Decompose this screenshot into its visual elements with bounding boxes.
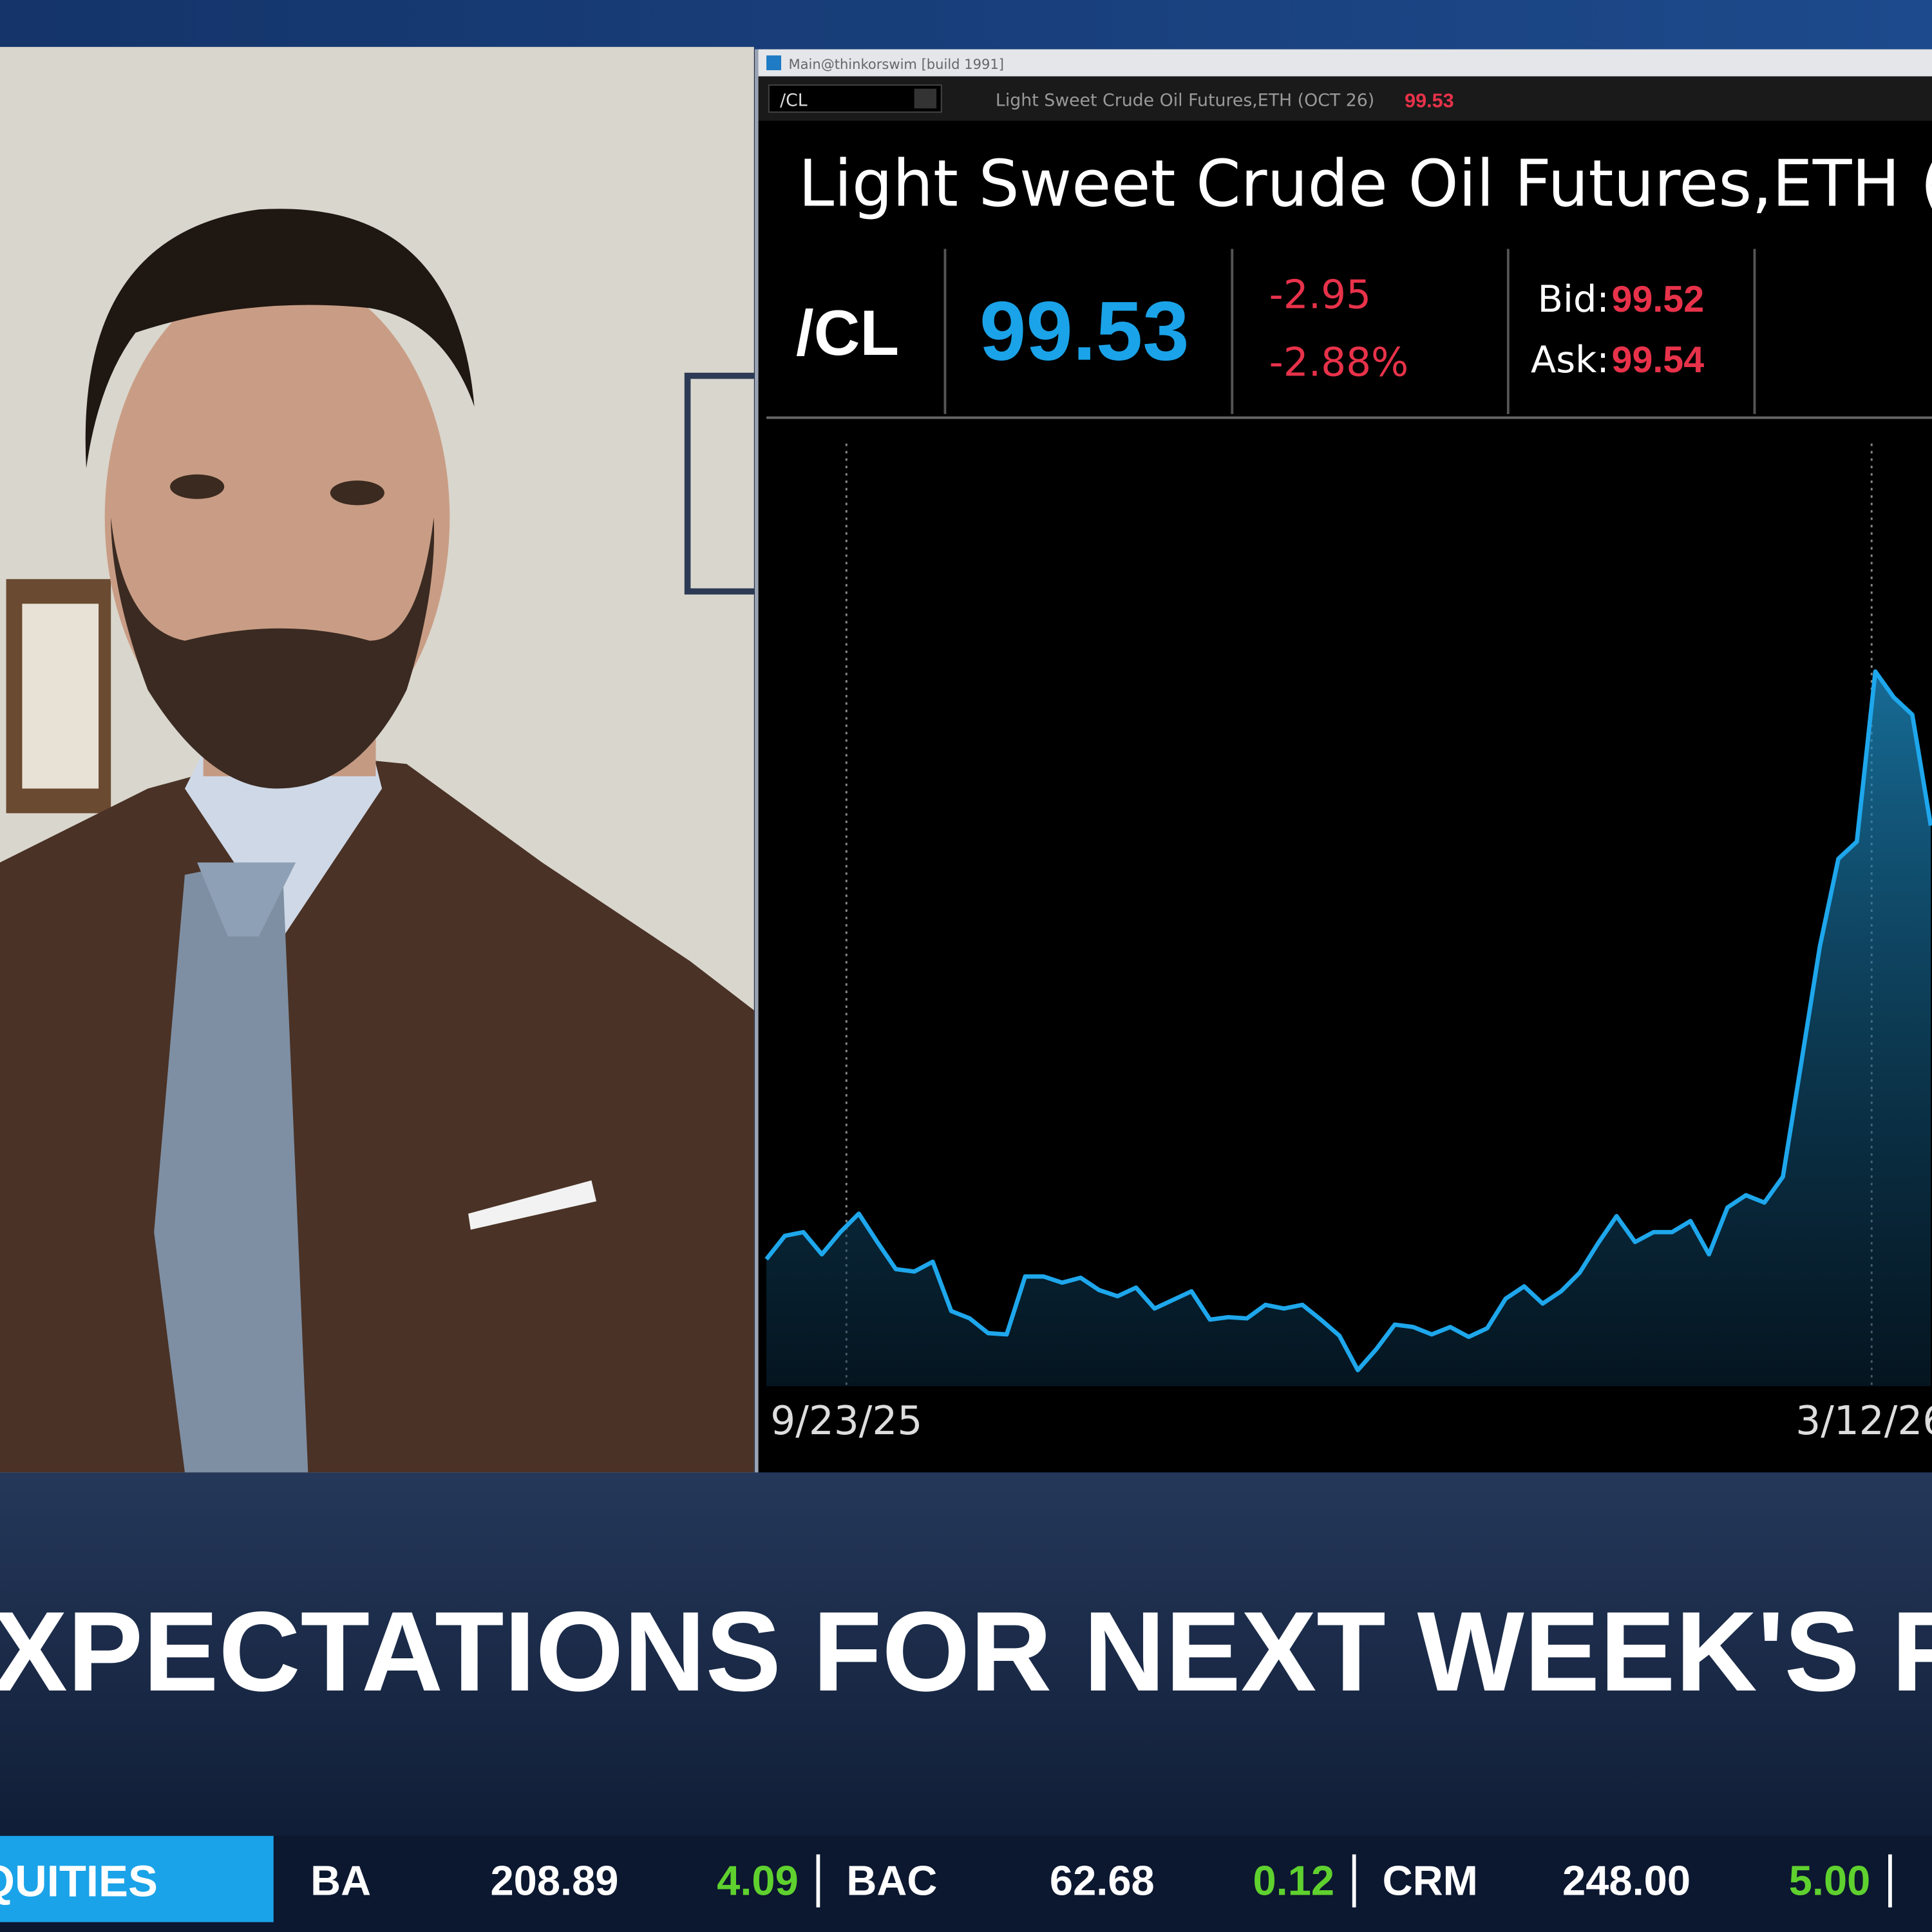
ticker-price: 208.89 (491, 1857, 619, 1904)
ticker-change: 5.00 (1789, 1857, 1871, 1904)
app-icon (766, 55, 782, 71)
symbol-dropdown[interactable] (914, 88, 937, 109)
presenter-video (0, 46, 754, 1473)
header-price: 99.53 (980, 284, 1189, 378)
ask-value: 99.54 (1612, 339, 1705, 381)
window-titlebar (757, 49, 1932, 77)
ticker-items: BA 208.89 4.09 BAC 62.68 0.12 CRM 248.00 5.00 (310, 1854, 1892, 1908)
quote-bar (757, 76, 1932, 121)
price-chart: 9/23/25 3/12/26 (764, 443, 1932, 1444)
bid-label: Bid: (1538, 278, 1609, 321)
price-line (764, 669, 1932, 1372)
ticker-label: EQUITIES (0, 1857, 158, 1906)
headline: EXPECTATIONS FOR NEXT WEEK'S FOMC (0, 1589, 1932, 1715)
lower-third (0, 1472, 1932, 1842)
ticker-symbol: BAC (846, 1857, 937, 1904)
ticker-price: 248.00 (1562, 1857, 1690, 1904)
area-fill (766, 671, 1931, 1387)
symbol-box[interactable] (768, 84, 942, 113)
ticker-change: 4.09 (717, 1857, 799, 1904)
quote-last: 99.53 (1405, 90, 1454, 111)
ticker-change: 0.12 (1253, 1857, 1334, 1904)
ticker-label-box (0, 1835, 274, 1922)
x-tick-label: 3/12/26 (1795, 1398, 1932, 1444)
x-tick-label: 9/23/25 (770, 1398, 922, 1444)
header-change-pct: -2.88% (1269, 340, 1409, 386)
ask-label: Ask: (1531, 338, 1609, 381)
quote-symbol: /CL (780, 91, 808, 111)
ticker-bar (0, 1835, 1932, 1932)
instrument-title: Light Sweet Crude Oil Futures,ETH ( (799, 147, 1932, 222)
ticker-price: 62.68 (1050, 1857, 1155, 1904)
header-change: -2.95 (1269, 272, 1371, 317)
ticker-symbol: CRM (1383, 1857, 1478, 1904)
quote-description: Light Sweet Crude Oil Futures,ETH (OCT 2… (996, 91, 1374, 111)
window-title: Main@thinkorswim [build 1991] (788, 56, 1003, 72)
ticker-symbol: BA (310, 1857, 371, 1904)
header-symbol: /CL (796, 298, 899, 369)
top-band (0, 0, 1932, 50)
bid-value: 99.52 (1612, 279, 1705, 320)
